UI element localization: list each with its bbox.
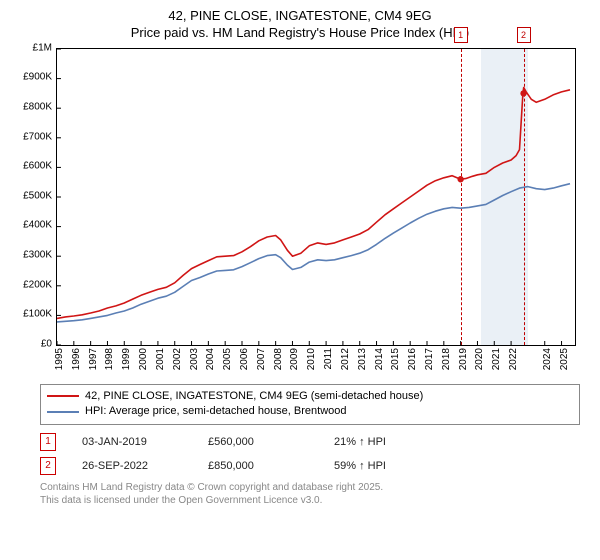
x-tick-label: 2015 <box>390 348 401 370</box>
marker-dot <box>520 90 526 96</box>
legend-label: 42, PINE CLOSE, INGATESTONE, CM4 9EG (se… <box>85 389 423 404</box>
transaction-vs-hpi: 59% ↑ HPI <box>334 460 434 472</box>
x-tick-label: 2008 <box>273 348 284 370</box>
x-tick-label: 1999 <box>121 348 132 370</box>
x-tick-label: 2021 <box>491 348 502 370</box>
page-root: 42, PINE CLOSE, INGATESTONE, CM4 9EG Pri… <box>0 0 600 560</box>
x-tick-label: 2011 <box>323 348 334 370</box>
x-tick-label: 2013 <box>357 348 368 370</box>
x-tick-label: 2017 <box>424 348 435 370</box>
marker-badge: 2 <box>40 457 56 475</box>
x-tick-label: 2010 <box>306 348 317 370</box>
legend-swatch <box>47 395 79 397</box>
marker-label: 1 <box>454 27 468 43</box>
x-tick-label: 2016 <box>407 348 418 370</box>
footer-line1: Contains HM Land Registry data © Crown c… <box>40 482 383 493</box>
marker-badge: 1 <box>40 433 56 451</box>
transaction-price: £560,000 <box>208 436 308 448</box>
title-line2: Price paid vs. HM Land Registry's House … <box>131 25 469 40</box>
transaction-row: 2 26-SEP-2022 £850,000 59% ↑ HPI <box>40 457 580 475</box>
x-tick-label: 1998 <box>104 348 115 370</box>
x-tick-label: 2019 <box>458 348 469 370</box>
y-tick-label: £700K <box>23 131 52 142</box>
transaction-date: 26-SEP-2022 <box>82 460 182 472</box>
legend-swatch <box>47 411 79 413</box>
legend-item: HPI: Average price, semi-detached house,… <box>47 404 573 419</box>
marker-label: 2 <box>517 27 531 43</box>
chart-title: 42, PINE CLOSE, INGATESTONE, CM4 9EG Pri… <box>0 0 600 42</box>
x-tick-label: 2006 <box>239 348 250 370</box>
x-tick-label: 2025 <box>559 348 570 370</box>
transaction-vs-hpi: 21% ↑ HPI <box>334 436 434 448</box>
y-tick-label: £100K <box>23 309 52 320</box>
x-tick-label: 2012 <box>340 348 351 370</box>
x-tick-label: 2020 <box>474 348 485 370</box>
x-tick-label: 2005 <box>222 348 233 370</box>
x-tick-label: 2002 <box>172 348 183 370</box>
y-tick-label: £1M <box>33 42 52 53</box>
x-tick-label: 2024 <box>542 348 553 370</box>
y-tick-label: £900K <box>23 72 52 83</box>
legend-label: HPI: Average price, semi-detached house,… <box>85 404 347 419</box>
x-tick-label: 1996 <box>71 348 82 370</box>
x-tick-label: 1997 <box>88 348 99 370</box>
y-tick-label: £500K <box>23 190 52 201</box>
x-tick-label: 2018 <box>441 348 452 370</box>
y-tick-label: £300K <box>23 249 52 260</box>
x-tick-label: 2009 <box>289 348 300 370</box>
y-tick-label: £200K <box>23 279 52 290</box>
series-price_paid <box>57 87 570 318</box>
x-tick-label: 1995 <box>54 348 65 370</box>
x-tick-label: 2004 <box>205 348 216 370</box>
series-hpi <box>57 183 570 321</box>
x-tick-label: 2014 <box>374 348 385 370</box>
y-tick-label: £0 <box>41 338 52 349</box>
footer: Contains HM Land Registry data © Crown c… <box>40 481 580 507</box>
transaction-row: 1 03-JAN-2019 £560,000 21% ↑ HPI <box>40 433 580 451</box>
footer-line2: This data is licensed under the Open Gov… <box>40 495 322 506</box>
transaction-list: 1 03-JAN-2019 £560,000 21% ↑ HPI 2 26-SE… <box>40 433 580 475</box>
x-axis-labels: 1995 1996 1997 1998 1999 2000 2001 2002 2003 2004… <box>56 346 576 378</box>
y-tick-label: £800K <box>23 101 52 112</box>
marker-dot <box>457 176 463 182</box>
chart-area: 12 £0 £100K £200K £300K £400K £500K £600K £700K… <box>20 48 580 378</box>
x-tick-label: 2001 <box>155 348 166 370</box>
x-tick-label: 2022 <box>508 348 519 370</box>
y-tick-label: £400K <box>23 220 52 231</box>
legend: 42, PINE CLOSE, INGATESTONE, CM4 9EG (se… <box>40 384 580 425</box>
transaction-price: £850,000 <box>208 460 308 472</box>
legend-item: 42, PINE CLOSE, INGATESTONE, CM4 9EG (se… <box>47 389 573 404</box>
transaction-date: 03-JAN-2019 <box>82 436 182 448</box>
x-tick-label: 2007 <box>256 348 267 370</box>
x-tick-label: 2000 <box>138 348 149 370</box>
x-tick-label: 2003 <box>189 348 200 370</box>
title-line1: 42, PINE CLOSE, INGATESTONE, CM4 9EG <box>168 8 431 23</box>
series-svg <box>57 49 575 345</box>
y-tick-label: £600K <box>23 161 52 172</box>
plot-region: 12 <box>56 48 576 346</box>
